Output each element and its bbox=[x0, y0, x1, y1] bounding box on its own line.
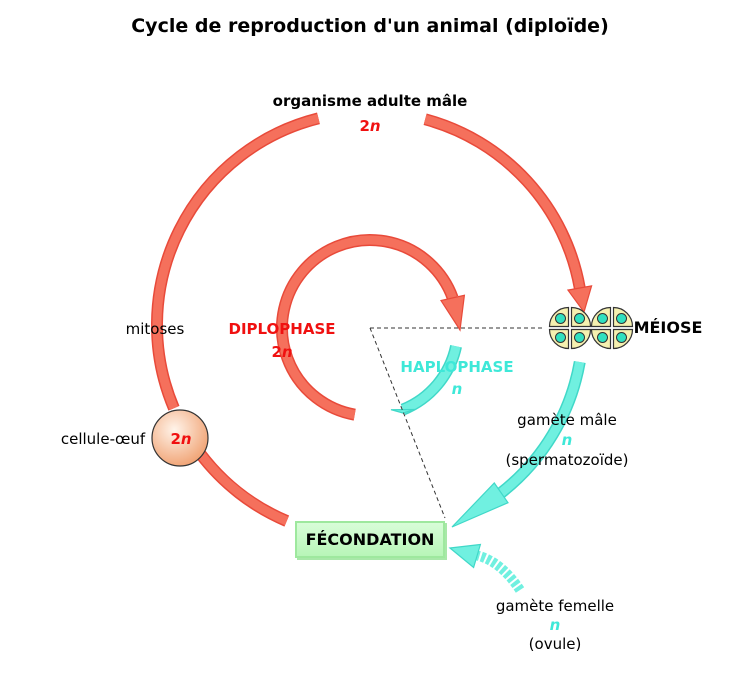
spore-nucleus bbox=[616, 313, 627, 324]
spore-nucleus bbox=[574, 332, 585, 343]
zygote-cell-icon bbox=[151, 409, 209, 467]
haplophase-ploidy: n bbox=[451, 380, 463, 398]
arrowhead-fecondation-male bbox=[451, 482, 509, 528]
gamete-male-ploidy: n bbox=[561, 431, 573, 449]
diagram-title: Cycle de reproduction d'un animal (diplo… bbox=[131, 15, 609, 37]
arrow-adult-to-meiose bbox=[423, 114, 585, 289]
spore-nucleus bbox=[597, 332, 608, 343]
arrow-haplophase-outline bbox=[400, 344, 462, 416]
adult-ploidy: 2n bbox=[359, 117, 381, 135]
spore-nucleus bbox=[574, 313, 585, 324]
arrow-gamete-femelle bbox=[473, 550, 525, 593]
diplophase-ploidy: 2n bbox=[271, 343, 293, 361]
arrow-haplophase bbox=[401, 345, 461, 414]
mitoses-label: mitoses bbox=[125, 320, 185, 338]
arrowhead-meiose bbox=[566, 285, 593, 314]
gamete-femelle-name: (ovule) bbox=[528, 635, 582, 653]
meiose-label: MÉIOSE bbox=[633, 318, 703, 337]
zygote-ploidy: 2n bbox=[170, 430, 192, 448]
arrow-meiose-to-fecondation bbox=[498, 361, 585, 497]
fecondation-box: FÉCONDATION bbox=[295, 521, 445, 558]
adult-label: organisme adulte mâle bbox=[272, 92, 468, 110]
dashed-separator-diagonal bbox=[369, 327, 446, 519]
arrowhead-fecondation-femelle bbox=[448, 543, 482, 569]
gamete-male-label: gamète mâle bbox=[517, 411, 617, 429]
spore-nucleus bbox=[555, 332, 566, 343]
zygote-label: cellule-œuf bbox=[60, 430, 146, 448]
haplophase-label: HAPLOPHASE bbox=[400, 358, 514, 376]
arrowhead-diplophase bbox=[440, 294, 466, 332]
diplophase-label: DIPLOPHASE bbox=[228, 320, 336, 338]
meiosis-tetrads-icon bbox=[548, 306, 634, 350]
spore-nucleus bbox=[555, 313, 566, 324]
arrow-diplophase bbox=[277, 235, 457, 420]
spore-nucleus bbox=[616, 332, 627, 343]
gamete-femelle-ploidy: n bbox=[549, 616, 561, 634]
spore-nucleus bbox=[597, 313, 608, 324]
arrow-zygote-to-adult bbox=[152, 113, 320, 410]
gamete-male-name: (spermatozoïde) bbox=[505, 451, 629, 469]
gamete-femelle-label: gamète femelle bbox=[495, 597, 615, 615]
arrowhead-haplophase bbox=[390, 408, 416, 414]
arrow-fecondation-to-zygote bbox=[196, 450, 289, 526]
arrow-adult-to-meiose-outline bbox=[423, 113, 586, 290]
